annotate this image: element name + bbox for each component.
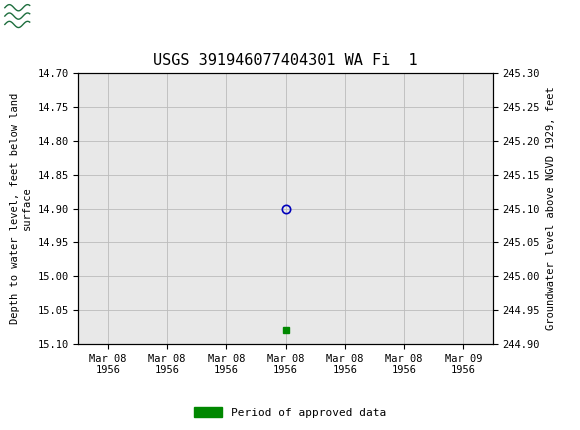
- Text: USGS: USGS: [34, 11, 72, 24]
- Title: USGS 391946077404301 WA Fi  1: USGS 391946077404301 WA Fi 1: [153, 53, 418, 68]
- Bar: [4, 5, 31, 30]
- Legend: Period of approved data: Period of approved data: [190, 403, 390, 422]
- Y-axis label: Groundwater level above NGVD 1929, feet: Groundwater level above NGVD 1929, feet: [546, 87, 556, 330]
- Y-axis label: Depth to water level, feet below land
surface: Depth to water level, feet below land su…: [10, 93, 32, 324]
